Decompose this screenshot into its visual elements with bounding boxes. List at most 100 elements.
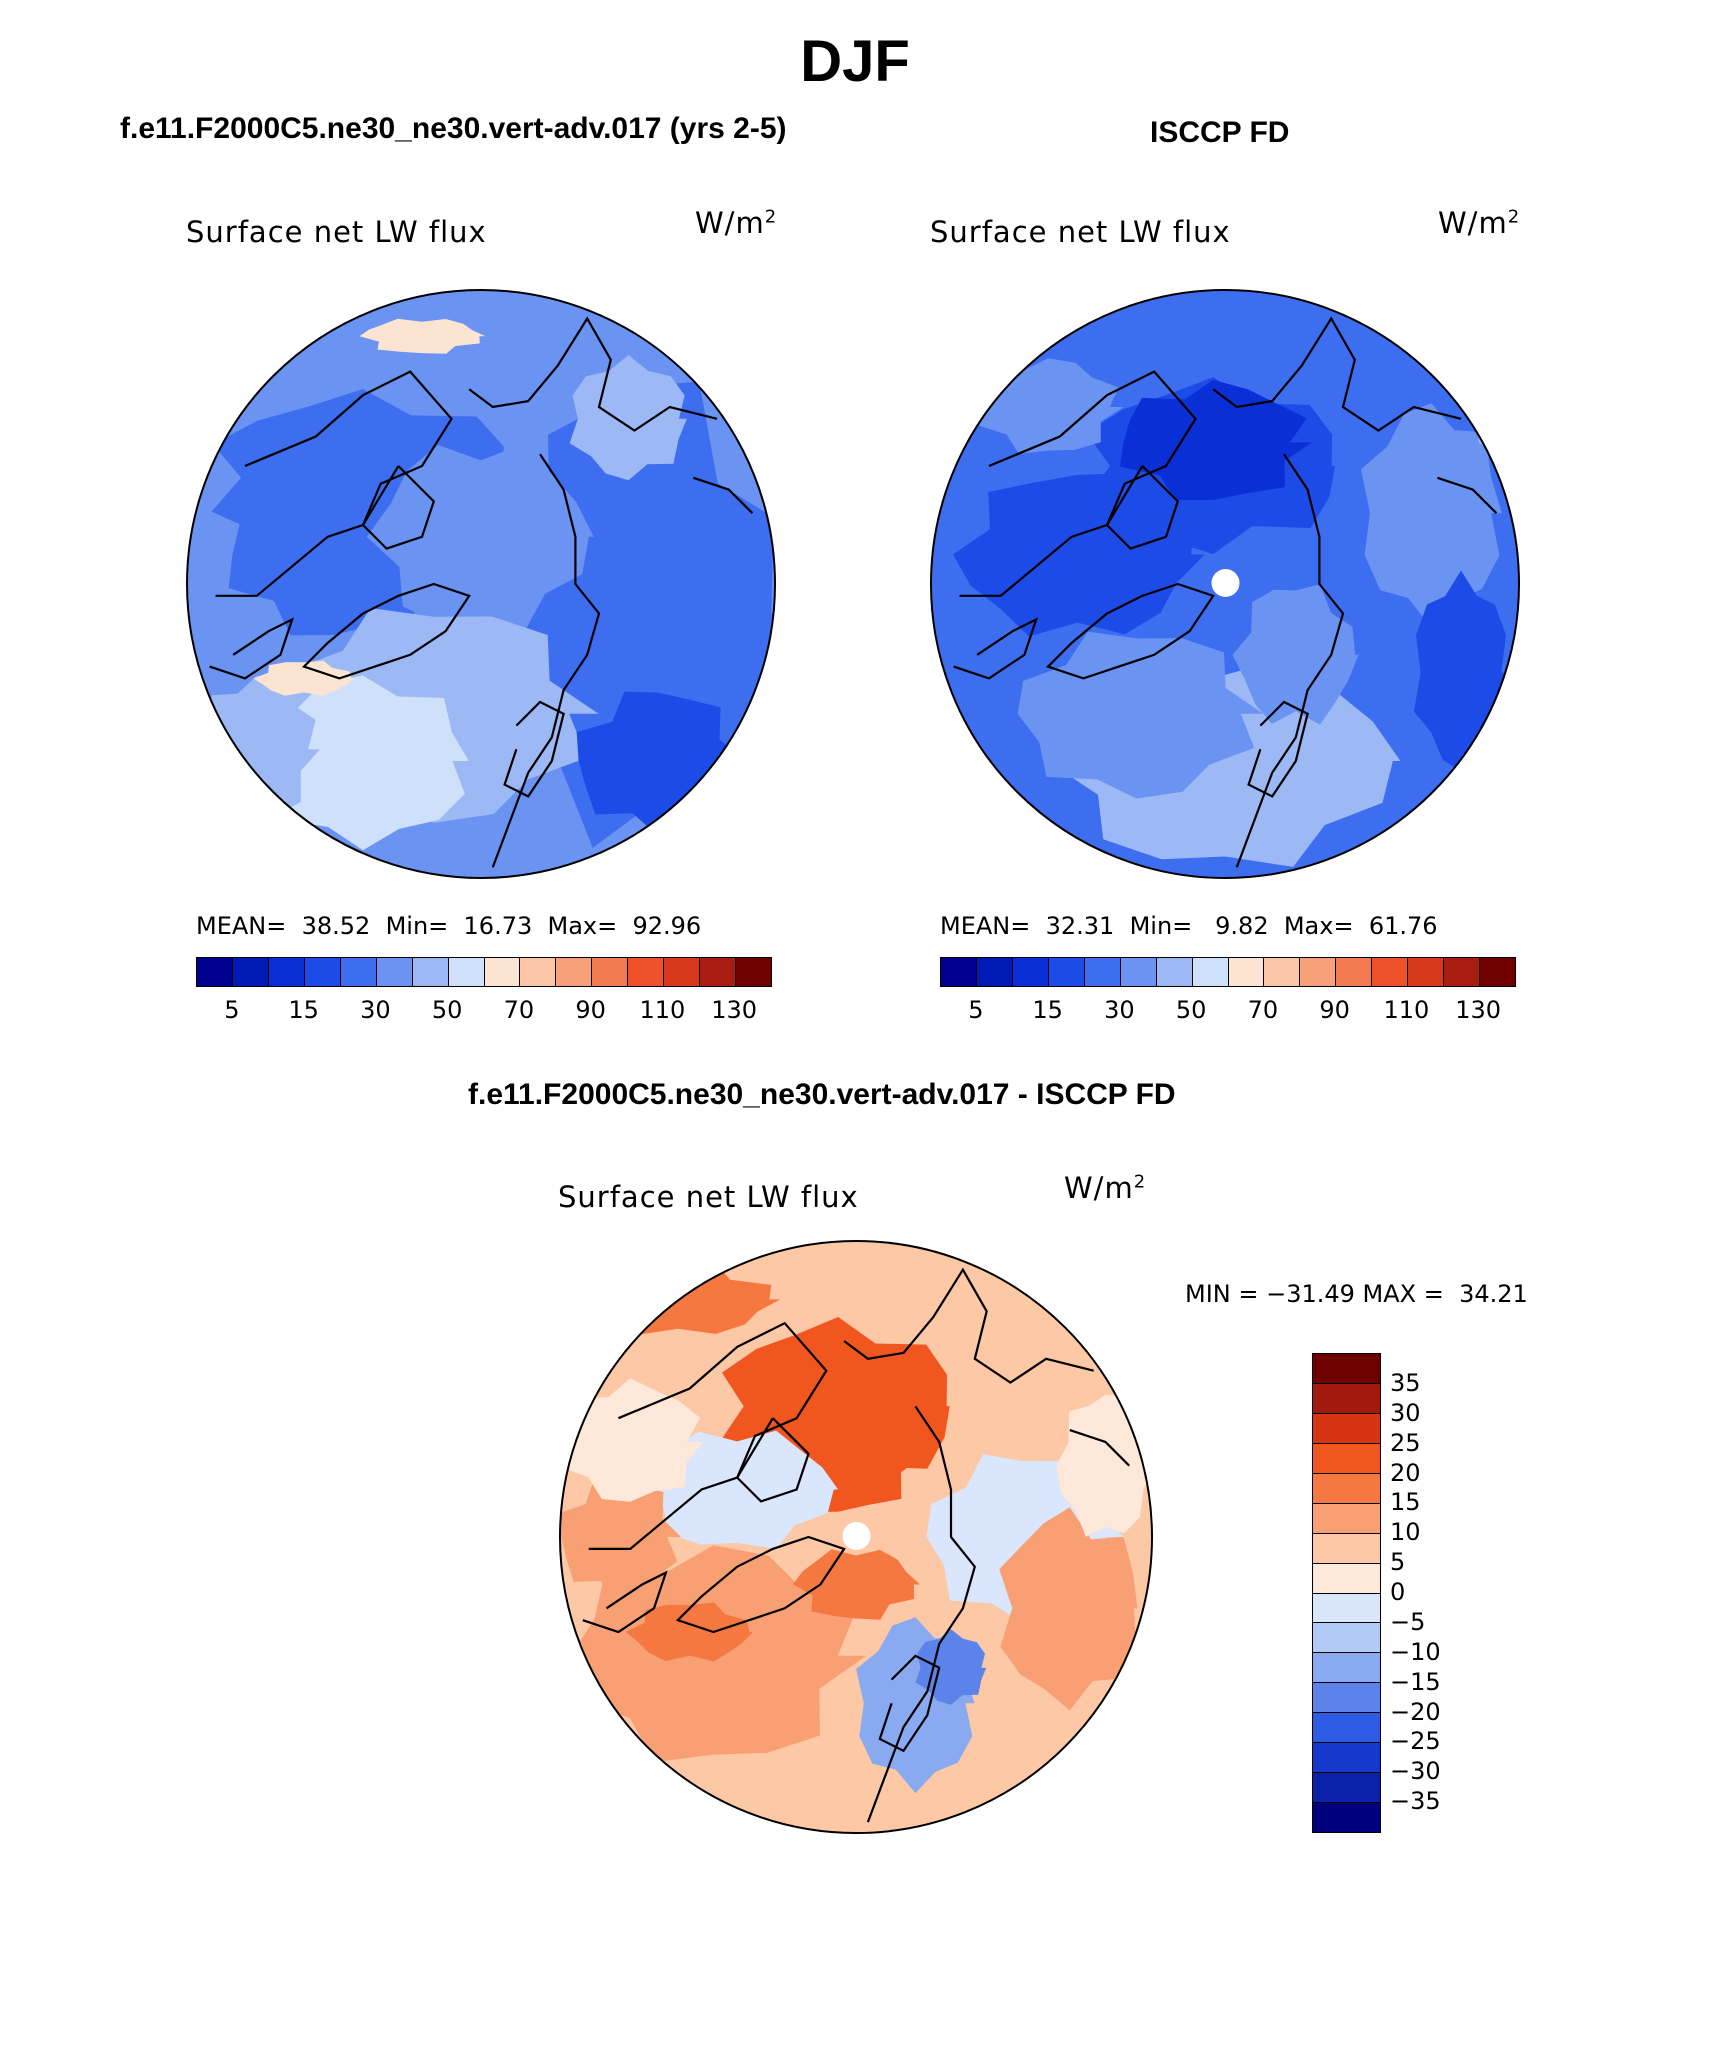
- colorbar-swatch: [1313, 1773, 1380, 1803]
- colorbar-tick-label: 90: [556, 996, 626, 1024]
- colorbar-tick-label: −35: [1390, 1787, 1441, 1815]
- colorbar-swatch: [664, 958, 700, 986]
- panel-2-plot-label: Surface net LW flux: [930, 215, 1231, 249]
- colorbar-tick-label: 10: [1390, 1518, 1421, 1546]
- colorbar-swatch: [1313, 1564, 1380, 1594]
- colorbar-swatch: [592, 958, 628, 986]
- colorbar-tick-label: 90: [1300, 996, 1370, 1024]
- colorbar-swatch: [1085, 958, 1121, 986]
- panel-2-units: W/m2: [1438, 206, 1520, 240]
- colorbar-swatch: [1444, 958, 1480, 986]
- panel-2-polar-map: [930, 289, 1520, 879]
- colorbar-swatch: [377, 958, 413, 986]
- colorbar-swatch: [1313, 1713, 1380, 1743]
- panel-1-stats: MEAN= 38.52 Min= 16.73 Max= 92.96: [196, 912, 701, 940]
- colorbar-tick-label: 130: [699, 996, 769, 1024]
- diff-polar-map: [559, 1240, 1153, 1834]
- colorbar-tick-label: −10: [1390, 1638, 1441, 1666]
- colorbar-tick-label: −20: [1390, 1698, 1441, 1726]
- panel-1-colorbar: [196, 957, 772, 987]
- colorbar-swatch: [628, 958, 664, 986]
- panel-1-subtitle: f.e11.F2000C5.ne30_ne30.vert-adv.017 (yr…: [120, 112, 787, 146]
- colorbar-swatch: [736, 958, 771, 986]
- panel-2-stats: MEAN= 32.31 Min= 9.82 Max= 61.76: [940, 912, 1438, 940]
- colorbar-tick-label: −25: [1390, 1727, 1441, 1755]
- field-shading: [186, 289, 786, 879]
- colorbar-tick-label: 0: [1390, 1578, 1405, 1606]
- colorbar-tick-label: 130: [1443, 996, 1513, 1024]
- colorbar-tick-label: 70: [484, 996, 554, 1024]
- colorbar-swatch: [1313, 1743, 1380, 1773]
- colorbar-tick-label: 50: [412, 996, 482, 1024]
- colorbar-swatch: [485, 958, 521, 986]
- colorbar-tick-label: 5: [1390, 1548, 1405, 1576]
- colorbar-tick-label: 5: [941, 996, 1011, 1024]
- colorbar-swatch: [1157, 958, 1193, 986]
- colorbar-swatch: [449, 958, 485, 986]
- colorbar-tick-label: 50: [1156, 996, 1226, 1024]
- colorbar-swatch: [520, 958, 556, 986]
- colorbar-tick-label: 110: [627, 996, 697, 1024]
- panel-2-colorbar: [940, 957, 1516, 987]
- colorbar-swatch: [305, 958, 341, 986]
- colorbar-swatch: [1313, 1354, 1380, 1384]
- colorbar-swatch: [1049, 958, 1085, 986]
- colorbar-swatch: [1313, 1803, 1380, 1832]
- colorbar-tick-label: −5: [1390, 1608, 1425, 1636]
- colorbar-swatch: [1313, 1623, 1380, 1653]
- colorbar-swatch: [1408, 958, 1444, 986]
- colorbar-tick-label: 25: [1390, 1429, 1421, 1457]
- colorbar-swatch: [413, 958, 449, 986]
- colorbar-swatch: [1313, 1504, 1380, 1534]
- colorbar-swatch: [1372, 958, 1408, 986]
- colorbar-swatch: [1313, 1653, 1380, 1683]
- colorbar-tick-label: 30: [1390, 1399, 1421, 1427]
- colorbar-swatch: [941, 958, 977, 986]
- colorbar-swatch: [197, 958, 233, 986]
- colorbar-swatch: [1013, 958, 1049, 986]
- panel-2-subtitle: ISCCP FD: [1150, 116, 1289, 150]
- colorbar-swatch: [700, 958, 736, 986]
- page-title: DJF: [0, 28, 1710, 95]
- diff-colorbar: [1312, 1353, 1381, 1833]
- colorbar-swatch: [1313, 1683, 1380, 1713]
- field-contour-region: [1471, 360, 1521, 453]
- colorbar-tick-label: 15: [1013, 996, 1083, 1024]
- colorbar-tick-label: 35: [1390, 1369, 1421, 1397]
- colorbar-swatch: [1264, 958, 1300, 986]
- colorbar-tick-label: −30: [1390, 1757, 1441, 1785]
- diff-subtitle: f.e11.F2000C5.ne30_ne30.vert-adv.017 - I…: [468, 1078, 1176, 1112]
- pole-missing-data: [843, 1522, 871, 1550]
- diff-minmax: MIN = −31.49 MAX = 34.21: [1185, 1280, 1528, 1308]
- diff-plot-label: Surface net LW flux: [558, 1180, 859, 1214]
- colorbar-tick-label: 5: [197, 996, 267, 1024]
- colorbar-swatch: [1313, 1414, 1380, 1444]
- colorbar-swatch: [1300, 958, 1336, 986]
- colorbar-tick-label: 15: [1390, 1488, 1421, 1516]
- colorbar-swatch: [1480, 958, 1515, 986]
- colorbar-swatch: [1313, 1594, 1380, 1624]
- colorbar-tick-label: 70: [1228, 996, 1298, 1024]
- colorbar-swatch: [1229, 958, 1265, 986]
- colorbar-tick-label: −15: [1390, 1668, 1441, 1696]
- colorbar-swatch: [341, 958, 377, 986]
- panel-1-plot-label: Surface net LW flux: [186, 215, 487, 249]
- colorbar-swatch: [1313, 1474, 1380, 1504]
- colorbar-swatch: [1121, 958, 1157, 986]
- diff-units: W/m2: [1064, 1171, 1146, 1205]
- colorbar-swatch: [1336, 958, 1372, 986]
- panel-1-polar-map: [186, 289, 776, 879]
- colorbar-tick-label: 20: [1390, 1459, 1421, 1487]
- panel-1-units: W/m2: [695, 206, 777, 240]
- colorbar-swatch: [556, 958, 592, 986]
- colorbar-tick-label: 30: [340, 996, 410, 1024]
- colorbar-swatch: [1193, 958, 1229, 986]
- colorbar-swatch: [1313, 1534, 1380, 1564]
- pole-missing-data: [1212, 569, 1240, 597]
- colorbar-tick-label: 15: [269, 996, 339, 1024]
- colorbar-swatch: [1313, 1384, 1380, 1414]
- colorbar-swatch: [1313, 1444, 1380, 1474]
- colorbar-swatch: [233, 958, 269, 986]
- colorbar-tick-label: 30: [1084, 996, 1154, 1024]
- colorbar-tick-label: 110: [1371, 996, 1441, 1024]
